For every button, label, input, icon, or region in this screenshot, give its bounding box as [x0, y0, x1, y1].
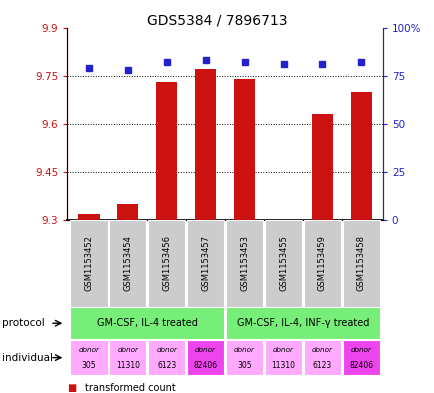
- Bar: [225, 307, 379, 339]
- Bar: [70, 307, 224, 339]
- Bar: [109, 340, 146, 375]
- Text: GDS5384 / 7896713: GDS5384 / 7896713: [147, 14, 287, 28]
- Text: GSM1153456: GSM1153456: [162, 235, 171, 291]
- Bar: [303, 220, 340, 307]
- Text: GSM1153454: GSM1153454: [123, 235, 132, 291]
- Bar: [264, 340, 302, 375]
- Bar: [264, 220, 302, 307]
- Text: GM-CSF, IL-4, INF-γ treated: GM-CSF, IL-4, INF-γ treated: [236, 318, 368, 328]
- Text: donor: donor: [273, 347, 293, 353]
- Text: 11310: 11310: [271, 361, 295, 370]
- Bar: [187, 340, 224, 375]
- Text: protocol: protocol: [2, 318, 45, 328]
- Text: GM-CSF, IL-4 treated: GM-CSF, IL-4 treated: [97, 318, 197, 328]
- Text: ■: ■: [67, 383, 76, 393]
- Text: 305: 305: [237, 361, 251, 370]
- Text: donor: donor: [117, 347, 138, 353]
- Text: GSM1153453: GSM1153453: [240, 235, 249, 291]
- Bar: [148, 220, 185, 307]
- Text: GSM1153452: GSM1153452: [84, 235, 93, 291]
- Text: donor: donor: [233, 347, 254, 353]
- Bar: [225, 340, 263, 375]
- Bar: [117, 204, 138, 220]
- Bar: [156, 82, 177, 220]
- Bar: [342, 340, 379, 375]
- Bar: [194, 69, 216, 220]
- Bar: [303, 340, 340, 375]
- Text: GSM1153455: GSM1153455: [278, 235, 287, 291]
- Text: 82406: 82406: [349, 361, 373, 370]
- Text: GSM1153457: GSM1153457: [201, 235, 210, 291]
- Text: donor: donor: [156, 347, 177, 353]
- Bar: [350, 92, 371, 220]
- Text: donor: donor: [195, 347, 216, 353]
- Text: 305: 305: [81, 361, 96, 370]
- Bar: [109, 220, 146, 307]
- Bar: [187, 220, 224, 307]
- Text: donor: donor: [350, 347, 371, 353]
- Bar: [225, 220, 263, 307]
- Bar: [148, 340, 185, 375]
- Text: 82406: 82406: [193, 361, 217, 370]
- Bar: [342, 220, 379, 307]
- Text: 6123: 6123: [312, 361, 331, 370]
- Text: GSM1153458: GSM1153458: [356, 235, 365, 291]
- Bar: [78, 214, 99, 220]
- Text: donor: donor: [78, 347, 99, 353]
- Bar: [70, 220, 107, 307]
- Text: 11310: 11310: [115, 361, 139, 370]
- Text: GSM1153459: GSM1153459: [317, 235, 326, 291]
- Text: donor: donor: [311, 347, 332, 353]
- Text: 6123: 6123: [157, 361, 176, 370]
- Bar: [311, 114, 332, 220]
- Bar: [233, 79, 255, 220]
- Bar: [70, 340, 107, 375]
- Text: transformed count: transformed count: [85, 383, 175, 393]
- Text: individual: individual: [2, 353, 53, 363]
